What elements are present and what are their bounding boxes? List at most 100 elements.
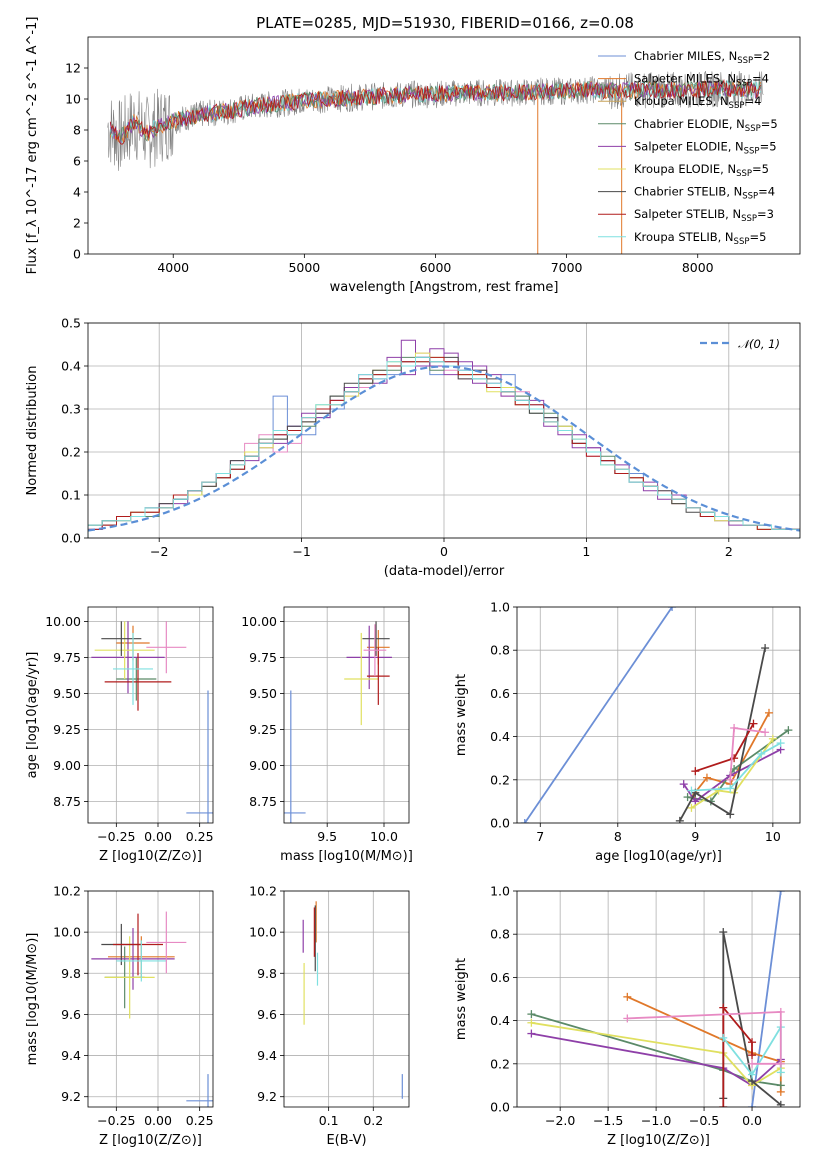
y-tick-label: 0.8 (490, 643, 510, 658)
panel-age_vs_Z: −0.25 0.00 0.25 8.75 9.00 9.25 9.50 9.75 10.00 Z … (25, 606, 214, 864)
x-axis-label: E(B-V) (326, 1133, 366, 1148)
legend-label: Chabrier STELIB, NSSP=4 (634, 185, 775, 202)
y-tick-label: 0.2 (490, 1056, 510, 1071)
x-tick-label: 9.5 (317, 829, 337, 844)
legend-label: Chabrier MILES, NSSP=2 (634, 49, 770, 66)
plot-area (527, 891, 785, 1107)
y-tick-label: 9.6 (61, 1007, 81, 1022)
mass-weight-line (751, 891, 782, 1107)
y-tick-label: 0.4 (490, 729, 510, 744)
y-tick-label: 0.0 (490, 816, 510, 831)
y-axis-label: mass weight (454, 958, 469, 1040)
mass-weight-line (690, 712, 770, 798)
y-tick-label: 8 (73, 123, 81, 138)
y-tick-label: 9.75 (249, 650, 277, 665)
legend-label: Salpeter ELODIE, NSSP=5 (634, 139, 777, 156)
y-tick-label: 9.75 (53, 650, 81, 665)
axes-frame (283, 890, 410, 1108)
x-axis-label: Z [log10(Z/Z⊙)] (99, 1133, 202, 1148)
x-axis-label: Z [log10(Z/Z⊙)] (99, 849, 202, 864)
x-tick-label: 7000 (551, 260, 583, 275)
y-tick-label: 0.6 (490, 686, 510, 701)
legend-label: Salpeter MILES, NSSP=4 (634, 72, 769, 89)
y-tick-label: 8.75 (53, 794, 81, 809)
x-tick-label: 0.00 (144, 1113, 172, 1128)
panel-age_vs_mass: 9.5 10.0 8.75 9.00 9.25 9.50 9.75 10.00 mass [lo… (241, 606, 413, 864)
y-tick-label: 0.5 (61, 316, 81, 331)
y-tick-label: 9.2 (257, 1089, 277, 1104)
spectrum-model-line (109, 78, 762, 145)
y-axis-label: mass weight (454, 674, 469, 756)
y-tick-label: 10.0 (53, 925, 81, 940)
y-tick-label: 0.0 (490, 1100, 510, 1115)
grid-lines (517, 890, 800, 1108)
legend-label: Kroupa ELODIE, NSSP=5 (634, 162, 769, 179)
y-tick-label: 9.25 (249, 722, 277, 737)
panel-mass_vs_ebv: 0.1 0.2 9.2 9.4 9.6 9.8 10.0 10.2 E(B-V) (249, 884, 410, 1148)
x-tick-label: 7 (536, 829, 544, 844)
grid-lines (517, 606, 800, 824)
x-tick-label: 5000 (288, 260, 320, 275)
x-tick-label: 0.00 (144, 829, 172, 844)
x-tick-label: 10 (765, 829, 781, 844)
figure-title: PLATE=0285, MJD=51930, FIBERID=0166, z=0… (256, 14, 634, 32)
axes-frame (87, 36, 801, 255)
x-tick-label: 4000 (157, 260, 189, 275)
x-tick-label: −1.5 (593, 1113, 623, 1128)
mass-weight-line (627, 1011, 782, 1065)
x-axis-label: mass [log10(M/M⊙)] (280, 849, 413, 864)
plot-area (520, 607, 793, 823)
y-axis-label: age [log10(age/yr)] (25, 652, 40, 779)
y-tick-label: 9.50 (53, 686, 81, 701)
y-axis-label: Normed distribution (25, 366, 40, 496)
y-tick-label: 0.4 (490, 1013, 510, 1028)
mass-weight-line (626, 995, 782, 1092)
panels-container: 4000 5000 6000 7000 8000024681012wavelength … (25, 17, 801, 1148)
axes-frame (87, 322, 801, 539)
panel-residuals: −2 −1 0 1 2 0.0 0.1 0.2 0.3 0.4 0.5 (data-model)/er… (25, 316, 801, 579)
y-tick-label: 9.4 (61, 1048, 81, 1063)
plot-area (88, 339, 800, 538)
residual-legend: 𝒩(0, 1) (700, 337, 780, 351)
y-tick-label: 10.00 (45, 614, 81, 629)
gaussian-curve (88, 365, 800, 532)
y-tick-label: 0 (73, 247, 81, 262)
x-axis-label: Z [log10(Z/Z⊙)] (607, 1133, 710, 1148)
y-tick-label: 9.50 (249, 686, 277, 701)
x-tick-label: 9 (691, 829, 699, 844)
x-tick-label: 8 (614, 829, 622, 844)
y-tick-label: 9.8 (257, 966, 277, 981)
x-tick-label: −0.5 (689, 1113, 719, 1128)
plot-area (107, 70, 764, 254)
mass-weight-line (524, 607, 673, 823)
plot-area (302, 901, 403, 1099)
plot-area (91, 911, 213, 1107)
y-tick-label: 10.2 (53, 884, 81, 899)
grid-lines (88, 890, 213, 1107)
x-tick-label: 8000 (682, 260, 714, 275)
x-tick-label: −0.25 (97, 829, 135, 844)
x-tick-label: 0.1 (319, 1113, 339, 1128)
mass-weight-line (722, 1005, 753, 1107)
spectrum-model-line (109, 79, 762, 142)
y-axis-label: mass [log10(M/M⊙)] (25, 933, 40, 1066)
y-tick-label: 10.0 (249, 925, 277, 940)
y-tick-label: 2 (73, 216, 81, 231)
mass-weight-line (679, 647, 766, 822)
x-axis-label: wavelength [Angstrom, rest frame] (330, 280, 559, 295)
y-tick-label: 0.1 (61, 488, 81, 503)
x-tick-label: −1.0 (641, 1113, 671, 1128)
y-tick-label: 10 (65, 92, 81, 107)
y-tick-label: 0.2 (61, 445, 81, 460)
x-tick-label: −1 (292, 544, 310, 559)
grid-lines (284, 607, 409, 823)
axes-frame (283, 606, 410, 824)
y-tick-label: 9.8 (61, 966, 81, 981)
y-tick-label: 10.2 (249, 884, 277, 899)
legend-label: Chabrier ELODIE, NSSP=5 (634, 117, 778, 134)
x-tick-label: 0.25 (186, 1113, 214, 1128)
axes-frame (87, 606, 214, 824)
y-tick-label: 0.3 (61, 402, 81, 417)
legend-label: Kroupa STELIB, NSSP=5 (634, 230, 766, 247)
